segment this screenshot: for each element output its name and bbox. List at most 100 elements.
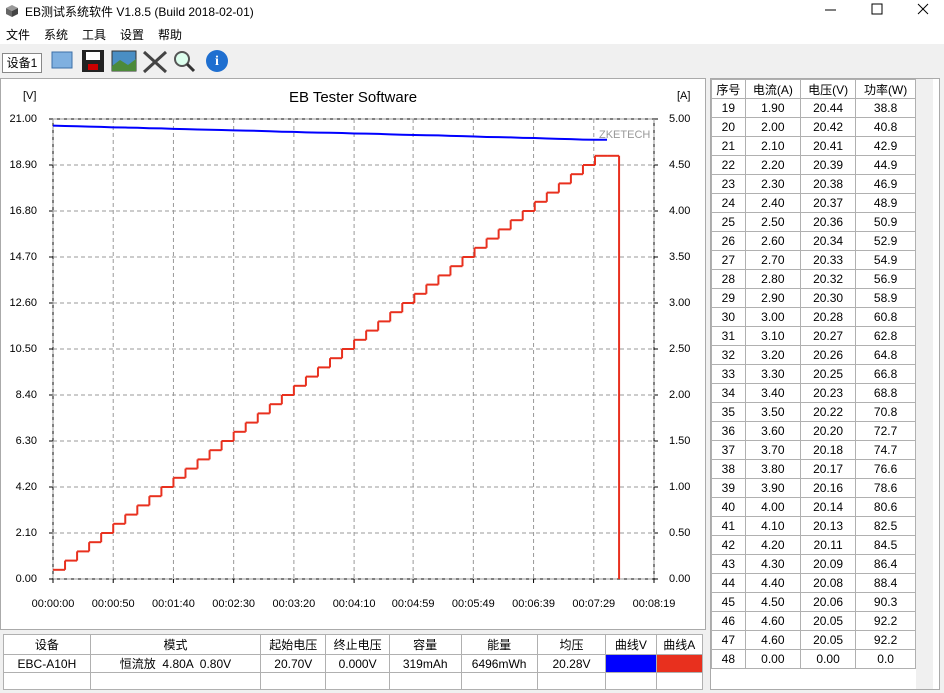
log-row: 44 4.40 20.08 88.4: [711, 573, 916, 593]
log-cell: 24: [711, 193, 746, 213]
column-header: 起始电压: [260, 634, 327, 655]
empty-row: [3, 672, 704, 690]
log-table: 序号 电流(A) 电压(V) 功率(W) 19 1.90 20.44 38.8 20 2.00 20…: [711, 79, 916, 669]
log-row: 29 2.90 20.30 58.9: [711, 288, 916, 308]
y-tick-label: 10.50: [9, 343, 37, 355]
x-tick-label: 00:05:49: [452, 598, 495, 610]
log-cell: 66.8: [855, 364, 916, 384]
log-cell: 40.8: [855, 117, 916, 137]
menu-item[interactable]: 工具: [82, 28, 107, 42]
log-cell: 32: [711, 345, 746, 365]
log-cell: 3.20: [744, 345, 801, 365]
log-cell: 20.39: [799, 155, 857, 175]
log-cell: 26: [711, 231, 746, 251]
window-title: EB测试系统软件 V1.8.5 (Build 2018-02-01): [25, 5, 254, 19]
log-cell: 54.9: [855, 250, 916, 270]
log-row: 40 4.00 20.14 80.6: [711, 497, 916, 517]
log-cell: 2.00: [744, 117, 801, 137]
chart-title: EB Tester Software: [289, 89, 417, 106]
scrollbar[interactable]: [916, 79, 933, 689]
log-cell: 22: [711, 155, 746, 175]
y2-tick-label: 5.00: [669, 113, 690, 125]
summary-cell: 0.000V: [325, 654, 390, 673]
log-row: 20 2.00 20.42 40.8: [711, 117, 916, 137]
log-cell: 4.30: [744, 554, 801, 574]
log-cell: 20.05: [799, 611, 857, 631]
log-cell: 2.60: [744, 231, 801, 251]
log-cell: 48: [711, 649, 746, 669]
log-cell: 2.90: [744, 288, 801, 308]
device-tab[interactable]: 设备1: [2, 53, 42, 73]
log-cell: 48.9: [855, 193, 916, 213]
empty-cell: [260, 672, 327, 690]
log-row: 28 2.80 20.32 56.9: [711, 269, 916, 289]
summary-cell: 6496mWh: [460, 654, 538, 673]
log-cell: 0.00: [744, 649, 801, 669]
log-cell: 20.41: [799, 136, 857, 156]
menu-item[interactable]: 设置: [120, 28, 145, 42]
log-cell: 20.33: [799, 250, 857, 270]
title-bar: EB测试系统软件 V1.8.5 (Build 2018-02-01): [0, 0, 944, 22]
log-cell: 38: [711, 459, 746, 479]
log-cell: 20.44: [799, 98, 857, 118]
menu-item[interactable]: 系统: [44, 28, 69, 42]
log-cell: 20.23: [799, 383, 857, 403]
log-cell: 56.9: [855, 269, 916, 289]
log-cell: 43: [711, 554, 746, 574]
summary-cell: 恒流放 4.80A 0.80V: [89, 654, 262, 673]
y-tick-label: 8.40: [16, 389, 37, 401]
log-cell: 2.40: [744, 193, 801, 213]
log-row: 37 3.70 20.18 74.7: [711, 440, 916, 460]
log-panel: 序号 电流(A) 电压(V) 功率(W) 19 1.90 20.44 38.8 20 2.00 20…: [710, 78, 940, 690]
log-cell: 4.00: [744, 497, 801, 517]
log-row: 45 4.50 20.06 90.3: [711, 592, 916, 612]
column-header: 曲线V: [605, 634, 657, 655]
log-cell: 20.34: [799, 231, 857, 251]
log-row: 30 3.00 20.28 60.8: [711, 307, 916, 327]
log-cell: 37: [711, 440, 746, 460]
log-cell: 47: [711, 630, 746, 650]
log-cell: 20.16: [799, 478, 857, 498]
log-row: 33 3.30 20.25 66.8: [711, 364, 916, 384]
x-tick-label: 00:00:00: [32, 598, 75, 610]
y2-tick-label: 0.50: [669, 527, 690, 539]
log-cell: 3.30: [744, 364, 801, 384]
log-cell: 20.36: [799, 212, 857, 232]
log-cell: 4.60: [744, 611, 801, 631]
column-header: 设备: [3, 634, 91, 655]
log-cell: 0.0: [855, 649, 916, 669]
y2-tick-label: 3.50: [669, 251, 690, 263]
log-row: 42 4.20 20.11 84.5: [711, 535, 916, 555]
menu-item[interactable]: 帮助: [158, 28, 183, 42]
log-cell: 20.37: [799, 193, 857, 213]
log-row: 22 2.20 20.39 44.9: [711, 155, 916, 175]
log-row: 39 3.90 20.16 78.6: [711, 478, 916, 498]
log-cell: 21: [711, 136, 746, 156]
log-cell: 20.26: [799, 345, 857, 365]
toolbar-icons[interactable]: i: [48, 46, 238, 76]
log-cell: 19: [711, 98, 746, 118]
column-header: 电压(V): [799, 79, 857, 99]
chart: [V] [A] EB Tester Software 0.00 2.10 4.20 6…: [9, 89, 690, 610]
log-cell: 3.80: [744, 459, 801, 479]
log-cell: 20.32: [799, 269, 857, 289]
log-cell: 30: [711, 307, 746, 327]
menu-item[interactable]: 文件: [6, 28, 31, 42]
chart-panel: [V] [A] EB Tester Software 0.00 2.10 4.20 6…: [0, 78, 706, 630]
log-cell: 74.7: [855, 440, 916, 460]
log-cell: 84.5: [855, 535, 916, 555]
log-row: 34 3.40 20.23 68.8: [711, 383, 916, 403]
log-cell: 42: [711, 535, 746, 555]
column-header: 均压: [536, 634, 607, 655]
log-cell: 20.28: [799, 307, 857, 327]
log-cell: 4.50: [744, 592, 801, 612]
app-icon: [6, 5, 18, 17]
x-tick-label: 00:00:50: [92, 598, 135, 610]
log-cell: 4.60: [744, 630, 801, 650]
column-header: 能量: [460, 634, 538, 655]
window-controls[interactable]: [800, 0, 944, 22]
column-header: 功率(W): [855, 79, 916, 99]
empty-cell: [655, 672, 704, 690]
log-cell: 38.8: [855, 98, 916, 118]
log-cell: 20.22: [799, 402, 857, 422]
